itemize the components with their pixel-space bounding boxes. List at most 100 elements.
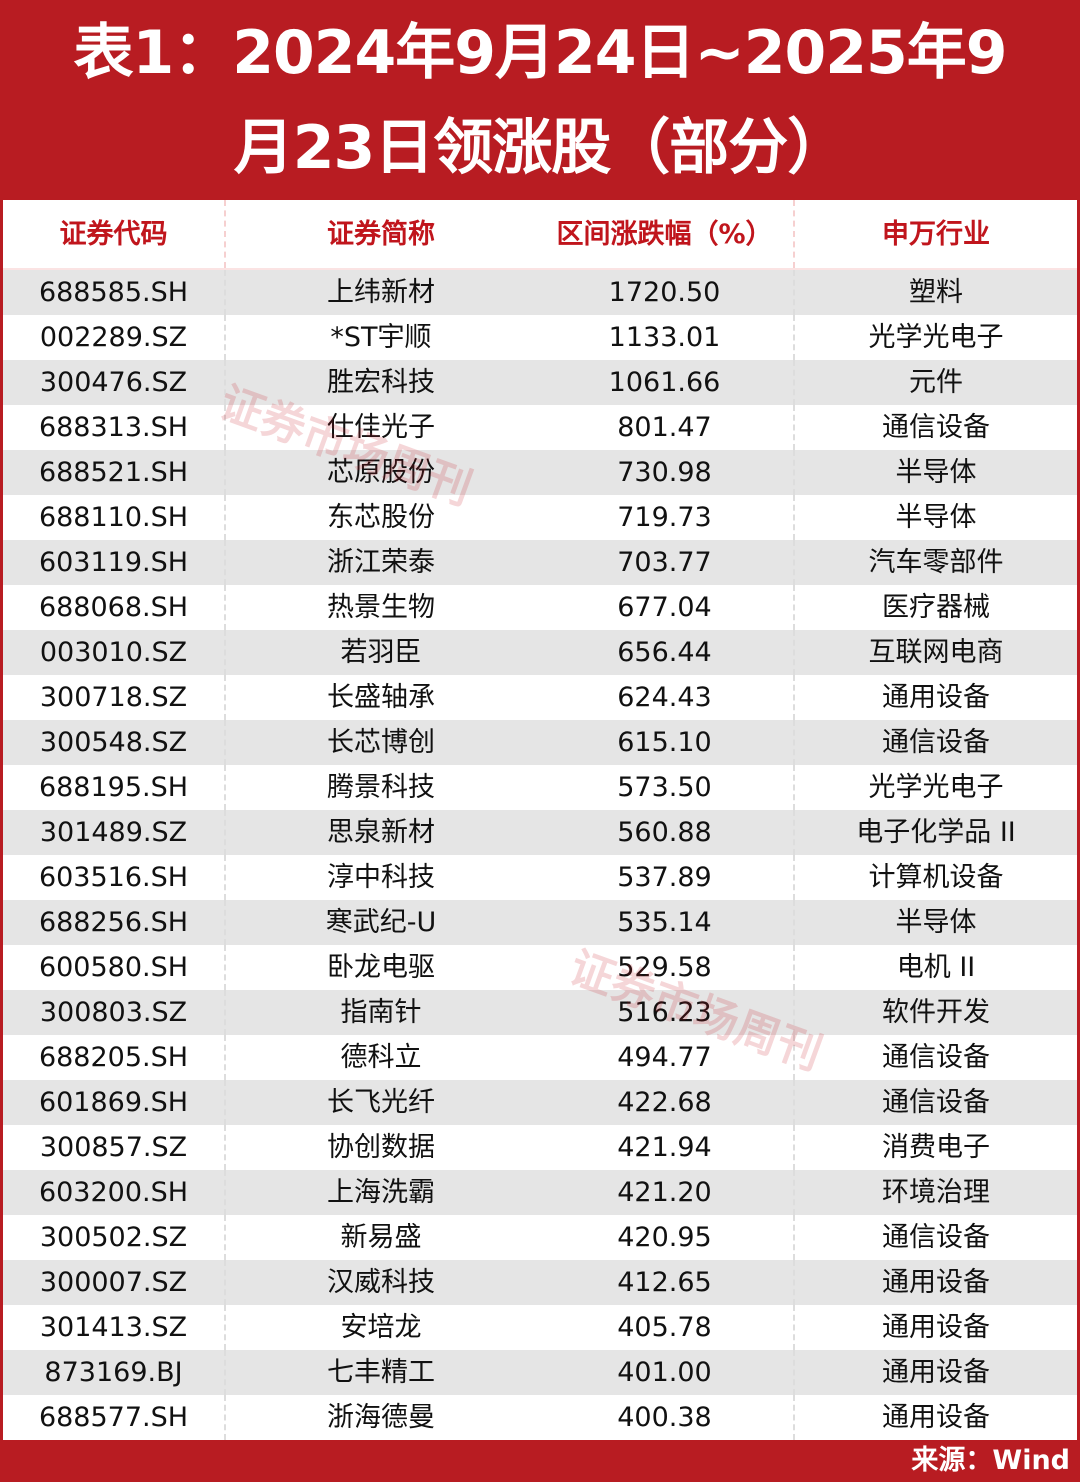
cell-code: 688313.SH xyxy=(3,405,226,450)
cell-name: 胜宏科技 xyxy=(327,367,435,398)
cell-industry: 光学光电子 xyxy=(868,322,1004,353)
cell-change: 494.77 xyxy=(536,1035,795,1080)
cell-code: 688068.SH xyxy=(3,585,226,630)
cell-change: 703.77 xyxy=(536,540,795,585)
cell-code: 300803.SZ xyxy=(3,990,226,1035)
cell-code: 688521.SH xyxy=(3,450,226,495)
cell-change: 615.10 xyxy=(536,720,795,765)
cell-name: 新易盛 xyxy=(340,1222,422,1253)
header-name: 证券简称 xyxy=(327,219,435,250)
cell-change: 412.65 xyxy=(536,1260,795,1305)
cell-name: *ST宇顺 xyxy=(330,322,432,353)
cell-industry: 电机 II xyxy=(896,952,976,983)
cell-change: 573.50 xyxy=(536,765,795,810)
cell-industry: 光学光电子 xyxy=(868,772,1004,803)
cell-name: 长飞光纤 xyxy=(327,1087,435,1118)
cell-name: 长盛轴承 xyxy=(327,682,435,713)
table-title: 表1：2024年9月24日~2025年9 月23日领涨股（部分） xyxy=(0,0,1080,198)
cell-change: 719.73 xyxy=(536,495,795,540)
cell-name: 芯原股份 xyxy=(327,457,435,488)
cell-change: 421.20 xyxy=(536,1170,795,1215)
cell-name: 浙海德曼 xyxy=(327,1402,435,1433)
cell-name: 寒武纪-U xyxy=(325,907,437,938)
cell-code: 300502.SZ xyxy=(3,1215,226,1260)
cell-change: 401.00 xyxy=(536,1350,795,1395)
table-row: 688577.SH 浙海德曼 400.38 通用设备 xyxy=(3,1395,1077,1440)
cell-name: 长芯博创 xyxy=(327,727,435,758)
table-row: 300803.SZ 指南针 516.23 软件开发 xyxy=(3,990,1077,1035)
cell-name: 安培龙 xyxy=(340,1312,422,1343)
cell-change: 421.94 xyxy=(536,1125,795,1170)
table-row: 600580.SH 卧龙电驱 529.58 电机 II xyxy=(3,945,1077,990)
cell-name: 仕佳光子 xyxy=(327,412,435,443)
stock-table: 证券代码 证券简称 区间涨跌幅（%） 申万行业 688585.SH 上纬新材 172… xyxy=(3,200,1077,1440)
cell-name: 淳中科技 xyxy=(327,862,435,893)
cell-code: 301489.SZ xyxy=(3,810,226,855)
cell-industry: 半导体 xyxy=(895,502,977,533)
cell-industry: 半导体 xyxy=(895,907,977,938)
cell-industry: 汽车零部件 xyxy=(868,547,1004,578)
cell-industry: 元件 xyxy=(909,367,963,398)
title-line-2: 月23日领涨股（部分） xyxy=(233,113,848,183)
title-line-1: 表1：2024年9月24日~2025年9 xyxy=(73,18,1008,88)
cell-industry: 互联网电商 xyxy=(868,637,1004,668)
cell-name: 腾景科技 xyxy=(327,772,435,803)
cell-change: 537.89 xyxy=(536,855,795,900)
header-code: 证券代码 xyxy=(3,200,226,268)
cell-code: 688577.SH xyxy=(3,1395,226,1440)
cell-change: 801.47 xyxy=(536,405,795,450)
table-row: 300548.SZ 长芯博创 615.10 通信设备 xyxy=(3,720,1077,765)
cell-name: 热景生物 xyxy=(327,592,435,623)
table-row: 601869.SH 长飞光纤 422.68 通信设备 xyxy=(3,1080,1077,1125)
cell-name: 汉威科技 xyxy=(327,1267,435,1298)
cell-code: 688205.SH xyxy=(3,1035,226,1080)
cell-change: 730.98 xyxy=(536,450,795,495)
cell-change: 1720.50 xyxy=(536,270,795,315)
cell-name: 浙江荣泰 xyxy=(327,547,435,578)
table-row: 688110.SH 东芯股份 719.73 半导体 xyxy=(3,495,1077,540)
cell-name: 德科立 xyxy=(340,1042,422,1073)
cell-industry: 软件开发 xyxy=(882,997,990,1028)
cell-industry: 医疗器械 xyxy=(882,592,990,623)
cell-industry: 计算机设备 xyxy=(868,862,1004,893)
cell-code: 688585.SH xyxy=(3,270,226,315)
cell-change: 516.23 xyxy=(536,990,795,1035)
cell-industry: 通用设备 xyxy=(882,1357,990,1388)
cell-change: 400.38 xyxy=(536,1395,795,1440)
source-note: 来源：Wind xyxy=(911,1445,1070,1476)
cell-code: 300476.SZ xyxy=(3,360,226,405)
cell-change: 1061.66 xyxy=(536,360,795,405)
cell-name: 若羽臣 xyxy=(340,637,422,668)
cell-industry: 通信设备 xyxy=(882,412,990,443)
cell-industry: 通用设备 xyxy=(882,682,990,713)
cell-code: 003010.SZ xyxy=(3,630,226,675)
cell-name: 协创数据 xyxy=(327,1132,435,1163)
table-row: 002289.SZ *ST宇顺 1133.01 光学光电子 xyxy=(3,315,1077,360)
cell-name: 七丰精工 xyxy=(327,1357,435,1388)
table-row: 603516.SH 淳中科技 537.89 计算机设备 xyxy=(3,855,1077,900)
cell-code: 688195.SH xyxy=(3,765,226,810)
table-row: 300718.SZ 长盛轴承 624.43 通用设备 xyxy=(3,675,1077,720)
cell-industry: 通信设备 xyxy=(882,1087,990,1118)
cell-change: 677.04 xyxy=(536,585,795,630)
cell-code: 300007.SZ xyxy=(3,1260,226,1305)
cell-change: 529.58 xyxy=(536,945,795,990)
header-change: 区间涨跌幅（%） xyxy=(536,200,795,268)
table-row: 688256.SH 寒武纪-U 535.14 半导体 xyxy=(3,900,1077,945)
table-row: 301413.SZ 安培龙 405.78 通用设备 xyxy=(3,1305,1077,1350)
table-row: 688205.SH 德科立 494.77 通信设备 xyxy=(3,1035,1077,1080)
cell-industry: 消费电子 xyxy=(882,1132,990,1163)
cell-code: 600580.SH xyxy=(3,945,226,990)
cell-industry: 半导体 xyxy=(895,457,977,488)
cell-industry: 电子化学品 II xyxy=(856,817,1016,848)
table-row: 300007.SZ 汉威科技 412.65 通用设备 xyxy=(3,1260,1077,1305)
cell-industry: 通用设备 xyxy=(882,1402,990,1433)
table-row: 688313.SH 仕佳光子 801.47 通信设备 xyxy=(3,405,1077,450)
cell-name: 上纬新材 xyxy=(327,277,435,308)
cell-name: 上海洗霸 xyxy=(327,1177,435,1208)
cell-code: 300857.SZ xyxy=(3,1125,226,1170)
cell-change: 422.68 xyxy=(536,1080,795,1125)
table-row: 688521.SH 芯原股份 730.98 半导体 xyxy=(3,450,1077,495)
table-row: 688195.SH 腾景科技 573.50 光学光电子 xyxy=(3,765,1077,810)
table-row: 688068.SH 热景生物 677.04 医疗器械 xyxy=(3,585,1077,630)
